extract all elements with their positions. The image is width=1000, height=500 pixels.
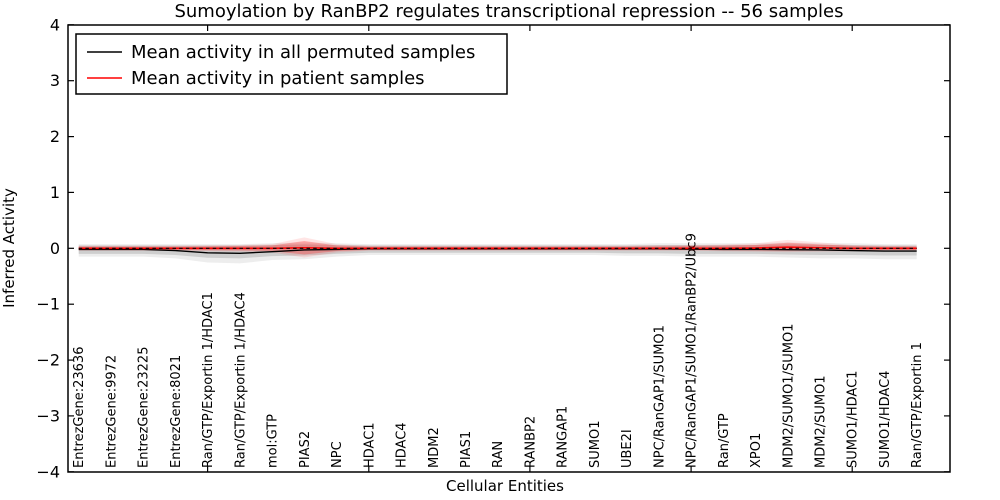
legend-label-permuted: Mean activity in all permuted samples bbox=[131, 42, 475, 63]
y-tick-label: −1 bbox=[36, 295, 60, 314]
category-label: Ran/GTP bbox=[717, 413, 732, 468]
category-label: Ran/GTP/Exportin 1/HDAC1 bbox=[201, 292, 216, 468]
category-label: HDAC4 bbox=[395, 422, 410, 468]
category-label: EntrezGene:23636 bbox=[72, 347, 87, 468]
category-label: XPO1 bbox=[749, 433, 764, 468]
category-label: PIAS2 bbox=[298, 431, 313, 468]
y-tick-label: 2 bbox=[50, 127, 60, 146]
category-label: Ran/GTP/Exportin 1 bbox=[910, 342, 925, 468]
y-tick-label: −4 bbox=[36, 462, 60, 481]
category-label: PIAS1 bbox=[459, 431, 474, 468]
category-label: Ran/GTP/Exportin 1/HDAC4 bbox=[233, 292, 248, 468]
y-tick-label: 3 bbox=[50, 71, 60, 90]
category-label: mol:GTP bbox=[266, 414, 281, 468]
category-label: MDM2/SUMO1 bbox=[814, 375, 829, 468]
patient-mean-line bbox=[78, 246, 917, 250]
category-label: RANBP2 bbox=[523, 416, 538, 468]
category-label: MDM2/SUMO1/SUMO1 bbox=[781, 324, 796, 468]
band-outer bbox=[78, 237, 917, 258]
chart-title: Sumoylation by RanBP2 regulates transcri… bbox=[174, 1, 843, 22]
y-tick-label: −3 bbox=[36, 406, 60, 425]
axis-ticks bbox=[68, 24, 950, 473]
data-lines bbox=[78, 246, 917, 255]
category-label: MDM2 bbox=[427, 427, 442, 468]
y-tick-labels: 4 3 2 1 0 −1 −2 −3 −4 bbox=[36, 15, 60, 481]
category-label: NPC bbox=[330, 441, 345, 468]
y-tick-label: 0 bbox=[50, 239, 60, 258]
y-tick-label: 4 bbox=[50, 15, 60, 34]
x-axis-title: Cellular Entities bbox=[446, 477, 564, 495]
category-label: HDAC1 bbox=[362, 422, 377, 468]
y-axis-title: Inferred Activity bbox=[0, 188, 18, 308]
category-label: NPC/RanGAP1/SUMO1/RanBP2/Ubc9 bbox=[685, 233, 700, 468]
category-label: UBE2I bbox=[620, 429, 635, 468]
category-label: SUMO1/HDAC1 bbox=[846, 371, 861, 468]
category-label: EntrezGene:9972 bbox=[105, 355, 120, 468]
category-label: EntrezGene:23225 bbox=[137, 347, 152, 468]
legend-label-patient: Mean activity in patient samples bbox=[131, 68, 425, 89]
category-label: EntrezGene:8021 bbox=[169, 355, 184, 468]
category-labels: EntrezGene:23636 EntrezGene:9972 EntrezGen… bbox=[72, 233, 925, 468]
category-label: SUMO1/HDAC4 bbox=[878, 371, 893, 468]
legend-box bbox=[75, 33, 508, 95]
category-label: RAN bbox=[491, 441, 506, 468]
legend: Mean activity in all permuted samples Me… bbox=[75, 33, 508, 95]
category-label: NPC/RanGAP1/SUMO1 bbox=[652, 325, 667, 468]
y-tick-label: −2 bbox=[36, 351, 60, 370]
category-label: SUMO1 bbox=[588, 421, 603, 469]
category-label: RANGAP1 bbox=[556, 406, 571, 468]
y-tick-label: 1 bbox=[50, 183, 60, 202]
